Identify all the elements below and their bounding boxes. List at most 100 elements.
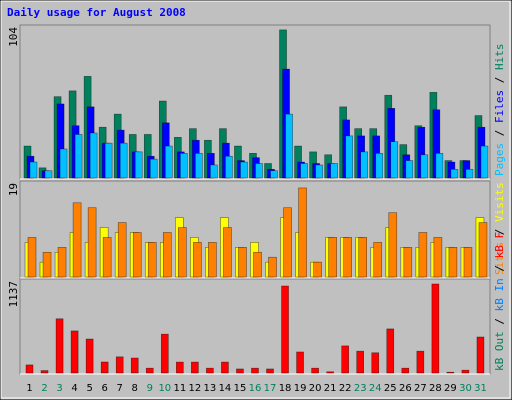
bar (476, 336, 485, 374)
bar (401, 367, 410, 374)
bar (102, 237, 112, 278)
bar (313, 261, 322, 278)
y-max-label: 19 (7, 183, 20, 196)
x-tick-label: 22 (339, 383, 352, 394)
x-tick-label: 1 (26, 383, 32, 394)
bar (345, 135, 353, 179)
x-tick-label: 27 (414, 383, 427, 394)
bar (72, 202, 82, 278)
x-tick-label: 12 (189, 383, 202, 394)
bar (375, 153, 384, 179)
x-tick-label: 25 (384, 383, 397, 394)
x-tick-label: 5 (86, 383, 92, 394)
bar (255, 163, 263, 179)
legend-entry: Files (493, 90, 506, 123)
bar (341, 345, 349, 374)
bar (210, 164, 218, 179)
x-tick-label: 31 (474, 383, 487, 394)
legend-separator: / (493, 258, 506, 278)
bar (44, 170, 53, 179)
bar (132, 232, 142, 278)
bar (450, 168, 459, 179)
bar (55, 318, 64, 374)
bar (100, 361, 109, 374)
x-tick-label: 15 (234, 383, 247, 394)
bar (371, 352, 380, 374)
bar (285, 113, 293, 179)
x-tick-label: 16 (249, 383, 262, 394)
bar (448, 247, 458, 278)
legend-separator: / (493, 123, 506, 143)
bar (328, 237, 337, 278)
x-tick-label: 14 (219, 383, 232, 394)
x-tick-label: 4 (71, 383, 77, 394)
x-tick-label: 3 (56, 383, 62, 394)
bar (176, 361, 184, 374)
bar (208, 242, 217, 278)
bar (193, 242, 202, 278)
bar (147, 242, 157, 278)
legend: kB Out / kB In / kB F (493, 232, 506, 371)
legend: Pages / Files / Hits (493, 44, 506, 177)
bar (311, 367, 319, 374)
bar (89, 132, 98, 179)
bar (480, 145, 489, 179)
bar (461, 369, 470, 374)
bar (206, 367, 214, 374)
bar (330, 163, 338, 179)
x-tick-label: 7 (117, 383, 123, 394)
bar (42, 251, 52, 278)
legend-entry: Visits (493, 182, 506, 222)
bar (87, 207, 97, 278)
legend-entry: kB In (493, 278, 506, 311)
x-tick-label: 19 (294, 383, 307, 394)
bar (223, 227, 232, 278)
bar (191, 361, 199, 374)
bar (29, 161, 38, 179)
x-tick-label: 18 (279, 383, 292, 394)
bar (59, 148, 68, 179)
bar (268, 256, 277, 278)
bar (145, 367, 154, 374)
bar (356, 350, 365, 374)
bar (27, 237, 37, 278)
bar (160, 333, 169, 374)
bar (253, 251, 262, 278)
bar (435, 153, 444, 179)
x-tick-label: 30 (459, 383, 472, 394)
bar (386, 328, 395, 374)
bar (300, 163, 308, 179)
bar (418, 232, 428, 278)
legend-entry: kB Out (493, 331, 506, 371)
y-max-label: 104 (7, 27, 20, 47)
x-tick-label: 28 (429, 383, 442, 394)
x-tick-label: 8 (132, 383, 138, 394)
bar (85, 338, 94, 374)
bar (266, 368, 274, 374)
bar (326, 371, 334, 374)
chart-title: Daily usage for August 2008 (7, 6, 186, 19)
bar (162, 232, 172, 278)
bar (390, 141, 399, 179)
bar (433, 237, 443, 278)
bar (358, 237, 368, 278)
bar (117, 222, 127, 278)
x-tick-label: 11 (173, 383, 186, 394)
bar (296, 351, 304, 374)
bar (315, 164, 323, 179)
bar (298, 187, 307, 278)
bar (225, 155, 233, 179)
bar (405, 160, 414, 179)
bar (180, 153, 188, 179)
bar (446, 371, 455, 374)
bar (115, 356, 124, 374)
bar (70, 330, 79, 374)
legend-separator: / (493, 222, 506, 242)
x-tick-label: 21 (324, 383, 337, 394)
legend-entry: Sites (493, 242, 506, 275)
bar (57, 247, 67, 278)
bar (465, 168, 474, 179)
bar (388, 212, 398, 278)
bar (236, 368, 244, 374)
